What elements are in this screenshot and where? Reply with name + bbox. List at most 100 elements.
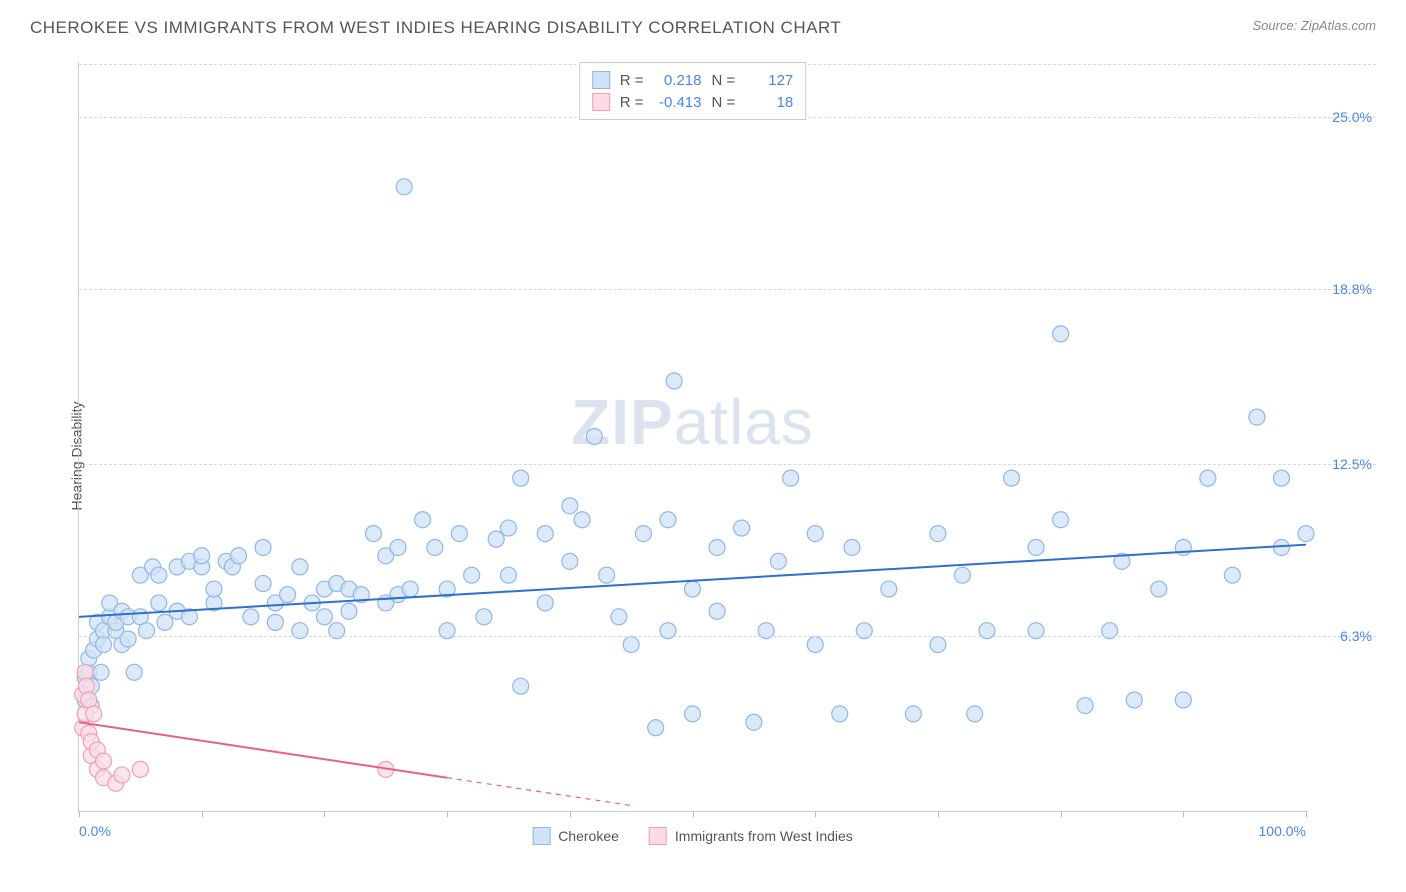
data-point bbox=[807, 637, 823, 653]
data-point bbox=[243, 609, 259, 625]
data-point bbox=[1200, 470, 1216, 486]
plot-area: ZIPatlas R = 0.218 N = 127 R = -0.413 N … bbox=[78, 62, 1306, 812]
data-point bbox=[78, 678, 94, 694]
data-point bbox=[709, 539, 725, 555]
x-tick bbox=[324, 811, 325, 817]
data-point bbox=[365, 526, 381, 542]
data-point bbox=[967, 706, 983, 722]
x-tick bbox=[815, 811, 816, 817]
data-point bbox=[1273, 539, 1289, 555]
data-point bbox=[599, 567, 615, 583]
y-tick-label: 6.3% bbox=[1340, 628, 1372, 644]
legend-item-westindies: Immigrants from West Indies bbox=[649, 827, 853, 845]
legend-item-cherokee: Cherokee bbox=[532, 827, 619, 845]
legend-n-value-westindies: 18 bbox=[745, 94, 793, 111]
data-point bbox=[126, 664, 142, 680]
data-point bbox=[464, 567, 480, 583]
data-point bbox=[390, 539, 406, 555]
data-point bbox=[709, 603, 725, 619]
x-tick bbox=[693, 811, 694, 817]
gridline bbox=[79, 289, 1376, 290]
data-point bbox=[396, 179, 412, 195]
data-point bbox=[151, 595, 167, 611]
data-point bbox=[500, 567, 516, 583]
plot-svg bbox=[79, 62, 1306, 811]
data-point bbox=[341, 603, 357, 619]
legend-r-label: R = bbox=[620, 94, 644, 111]
data-point bbox=[623, 637, 639, 653]
data-point bbox=[574, 512, 590, 528]
legend-n-value-cherokee: 127 bbox=[745, 72, 793, 89]
data-point bbox=[881, 581, 897, 597]
data-point bbox=[451, 526, 467, 542]
data-point bbox=[231, 548, 247, 564]
data-point bbox=[1077, 698, 1093, 714]
legend-r-value-cherokee: 0.218 bbox=[654, 72, 702, 89]
data-point bbox=[255, 576, 271, 592]
data-point bbox=[500, 520, 516, 536]
data-point bbox=[783, 470, 799, 486]
data-point bbox=[562, 498, 578, 514]
data-point bbox=[120, 631, 136, 647]
data-point bbox=[666, 373, 682, 389]
legend-series: Cherokee Immigrants from West Indies bbox=[532, 827, 853, 845]
x-tick bbox=[1061, 811, 1062, 817]
data-point bbox=[635, 526, 651, 542]
data-point bbox=[132, 761, 148, 777]
gridline bbox=[79, 636, 1376, 637]
data-point bbox=[402, 581, 418, 597]
data-point bbox=[1053, 512, 1069, 528]
legend-swatch bbox=[649, 827, 667, 845]
source-attribution: Source: ZipAtlas.com bbox=[1252, 18, 1376, 33]
x-tick bbox=[79, 811, 80, 817]
legend-swatch bbox=[532, 827, 550, 845]
data-point bbox=[1004, 470, 1020, 486]
data-point bbox=[1126, 692, 1142, 708]
data-point bbox=[685, 706, 701, 722]
data-point bbox=[476, 609, 492, 625]
data-point bbox=[316, 609, 332, 625]
data-point bbox=[1175, 692, 1191, 708]
data-point bbox=[1249, 409, 1265, 425]
chart-title: CHEROKEE VS IMMIGRANTS FROM WEST INDIES … bbox=[30, 18, 841, 38]
x-tick bbox=[202, 811, 203, 817]
x-tick bbox=[1183, 811, 1184, 817]
data-point bbox=[1151, 581, 1167, 597]
data-point bbox=[513, 678, 529, 694]
data-point bbox=[905, 706, 921, 722]
data-point bbox=[537, 595, 553, 611]
trend-line bbox=[447, 778, 631, 806]
x-tick-label: 100.0% bbox=[1259, 823, 1306, 839]
data-point bbox=[415, 512, 431, 528]
data-point bbox=[96, 753, 112, 769]
x-tick bbox=[570, 811, 571, 817]
data-point bbox=[267, 614, 283, 630]
data-point bbox=[194, 548, 210, 564]
gridline bbox=[79, 464, 1376, 465]
data-point bbox=[96, 637, 112, 653]
legend-swatch-westindies bbox=[592, 93, 610, 111]
data-point bbox=[832, 706, 848, 722]
data-point bbox=[292, 559, 308, 575]
data-point bbox=[734, 520, 750, 536]
data-point bbox=[114, 767, 130, 783]
y-tick-label: 25.0% bbox=[1332, 109, 1372, 125]
data-point bbox=[586, 429, 602, 445]
data-point bbox=[844, 539, 860, 555]
data-point bbox=[151, 567, 167, 583]
y-tick-label: 18.8% bbox=[1332, 281, 1372, 297]
legend-stats-row: R = -0.413 N = 18 bbox=[592, 91, 794, 113]
legend-r-value-westindies: -0.413 bbox=[654, 94, 702, 111]
data-point bbox=[954, 567, 970, 583]
data-point bbox=[86, 706, 102, 722]
data-point bbox=[255, 539, 271, 555]
data-point bbox=[807, 526, 823, 542]
data-point bbox=[157, 614, 173, 630]
legend-swatch-cherokee bbox=[592, 71, 610, 89]
data-point bbox=[648, 720, 664, 736]
data-point bbox=[1298, 526, 1314, 542]
data-point bbox=[930, 526, 946, 542]
x-tick-label: 0.0% bbox=[79, 823, 111, 839]
data-point bbox=[1053, 326, 1069, 342]
legend-r-label: R = bbox=[620, 72, 644, 89]
